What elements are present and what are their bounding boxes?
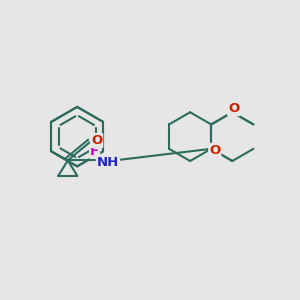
Text: F: F (90, 145, 99, 158)
Text: O: O (228, 102, 239, 115)
Text: O: O (209, 144, 220, 157)
Text: O: O (91, 134, 102, 147)
Text: NH: NH (97, 156, 119, 169)
